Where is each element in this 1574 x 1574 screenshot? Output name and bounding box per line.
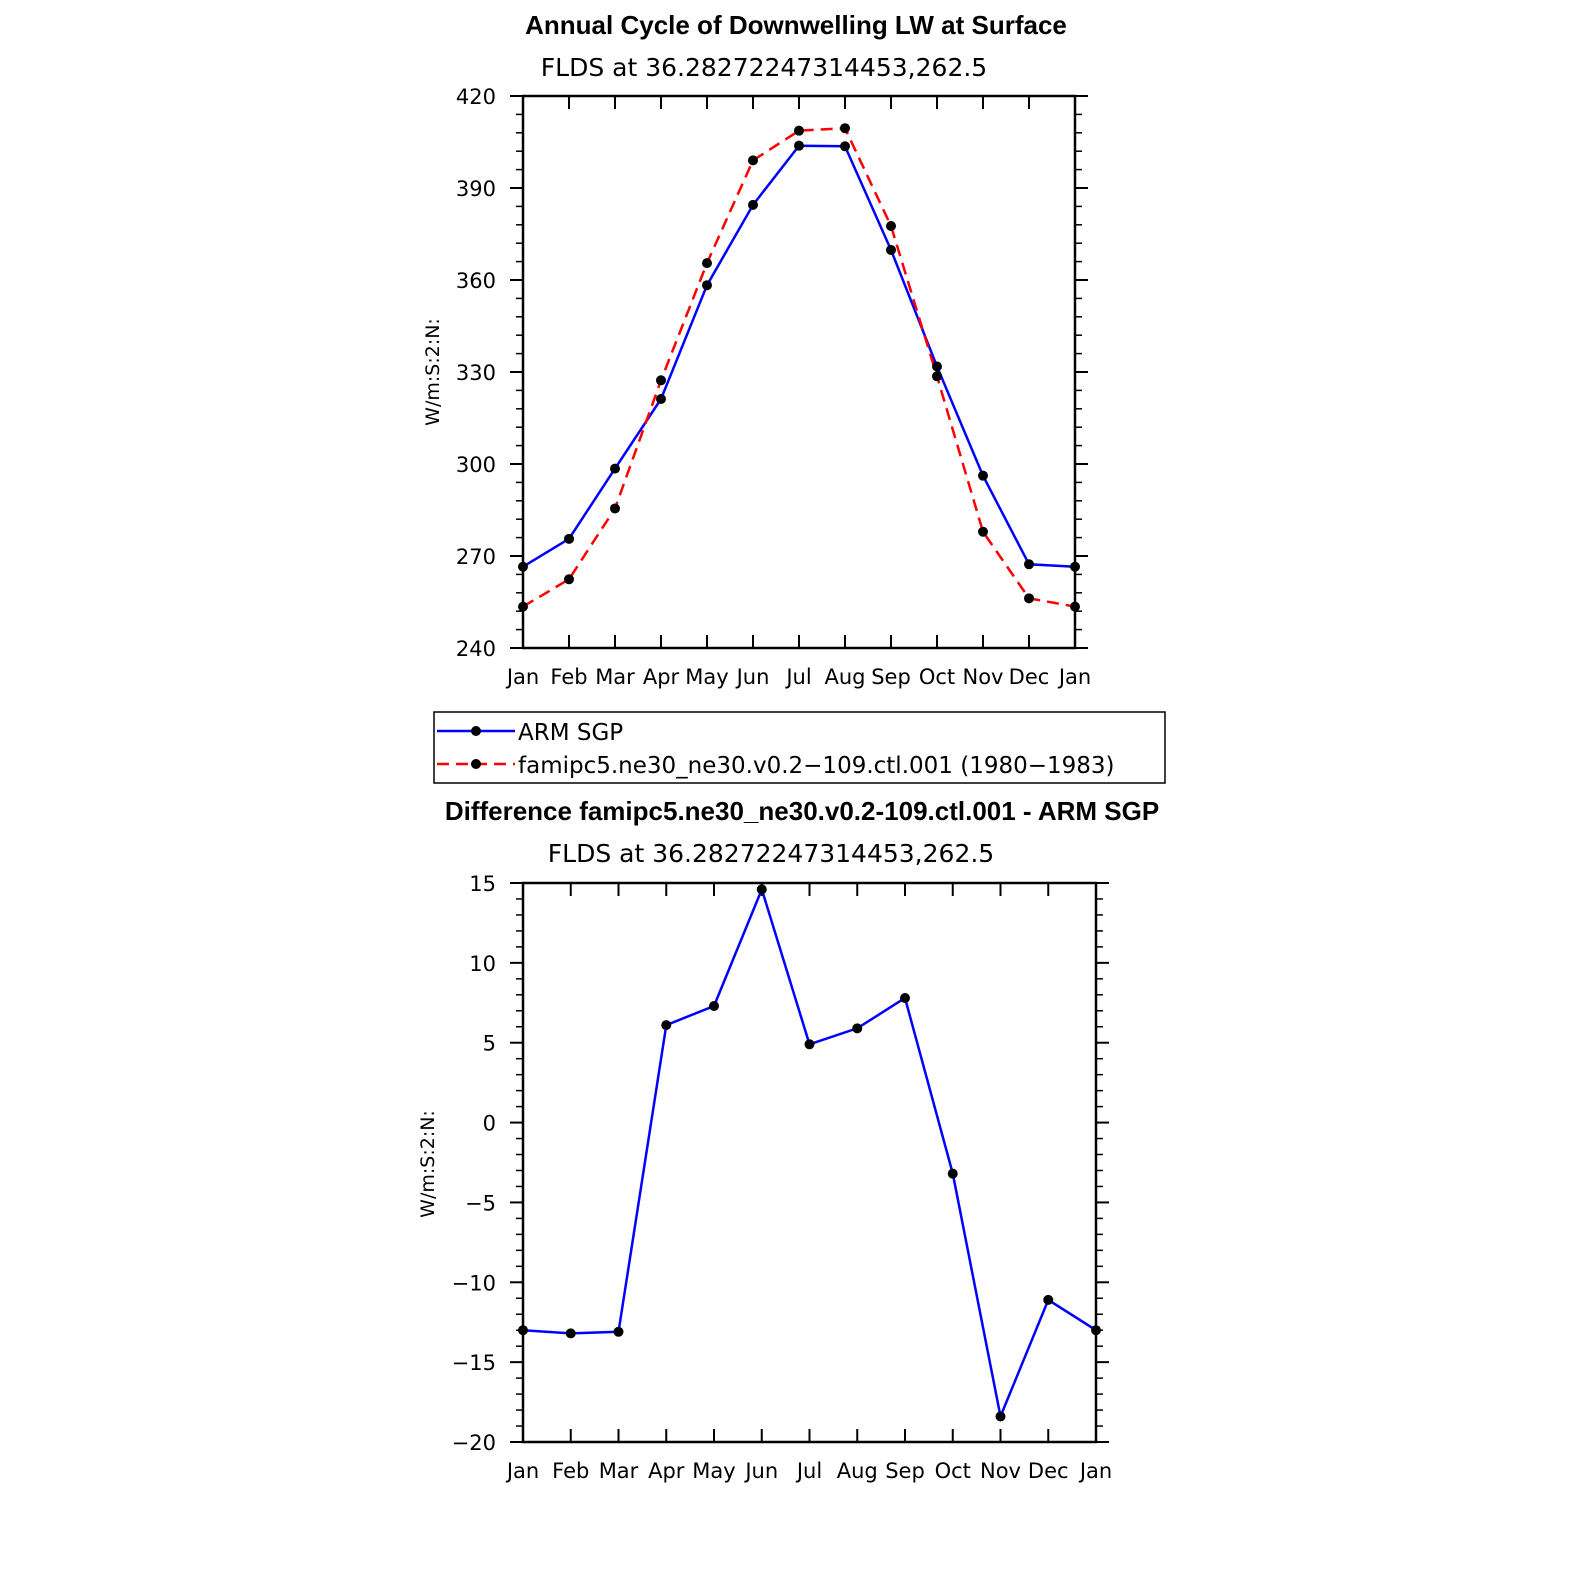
chart2-plot-frame (521, 881, 1098, 1444)
chart1-y-tick-label: 420 (456, 85, 496, 109)
legend-model-label: famipc5.ne30_ne30.v0.2−109.ctl.001 (1980… (518, 753, 1115, 779)
chart1-series-1-line (522, 126, 1076, 608)
chart2-series-0-line (522, 885, 1097, 1421)
difference-chart: Difference famipc5.ne30_ne30.v0.2-109.ct… (417, 796, 1159, 1483)
chart2-series-0-point (565, 1328, 576, 1339)
chart1-x-tick-label: Jan (505, 665, 539, 689)
chart1-series-1-point (932, 371, 942, 382)
chart2-series-0-point (756, 884, 767, 895)
chart1-axes: Jan Feb Mar Apr May Jun Jul Aug Sep Oct Nov Dec Jan 2… (456, 85, 1091, 689)
chart1-series-1-point (840, 123, 850, 134)
chart1-series-1-point (1024, 593, 1034, 604)
chart2-subtitle: FLDS at 36.28272247314453,262.5 (548, 839, 994, 868)
legend-arm-sgp-marker (471, 726, 481, 736)
chart2-y-tick-label: 5 (483, 1032, 496, 1056)
chart1-y-tick-label: 390 (456, 177, 496, 201)
legend: ARM SGP famipc5.ne30_ne30.v0.2−109.ctl.0… (433, 711, 1166, 784)
chart1-x-tick-label: May (685, 665, 728, 689)
chart1-x-tick-label: Jan (1057, 665, 1091, 689)
chart2-x-tick-label: Jan (505, 1459, 539, 1483)
chart2-y-tick-label: −15 (452, 1351, 496, 1375)
chart2-y-tick-label: −20 (452, 1431, 496, 1455)
chart2-x-tick-label: Jan (1078, 1459, 1112, 1483)
chart2-x-tick-label: Nov (980, 1459, 1021, 1483)
chart2-x-tick-label: Apr (648, 1459, 685, 1483)
chart1-series-0-point (610, 463, 620, 474)
chart1-series-1-point (748, 155, 758, 166)
chart2-y-tick-label: 15 (469, 872, 496, 896)
chart2-y-tick-label: −10 (452, 1271, 496, 1295)
chart2-y-tick-label: 0 (483, 1112, 496, 1136)
chart2-title: Difference famipc5.ne30_ne30.v0.2-109.ct… (445, 796, 1159, 826)
chart1-series-1-point (610, 503, 620, 514)
legend-box (433, 711, 1166, 784)
chart1-x-tick-label: Sep (871, 665, 911, 689)
annual-cycle-chart: Annual Cycle of Downwelling LW at Surfac… (422, 10, 1091, 689)
chart1-y-tick-label: 300 (456, 453, 496, 477)
chart1-series-0-point (1024, 559, 1034, 570)
chart1-series-0-point (840, 141, 850, 152)
chart2-series-0-point (900, 992, 910, 1003)
chart1-title: Annual Cycle of Downwelling LW at Surfac… (525, 10, 1067, 40)
chart1-y-tick-label: 240 (456, 637, 496, 661)
chart1-series-0-point (932, 361, 942, 372)
chart2-x-tick-label: Aug (837, 1459, 878, 1483)
chart1-series-0-point (794, 140, 804, 151)
chart2-axes: Jan Feb Mar Apr May Jun Jul Aug Sep Oct Nov Dec Jan−… (452, 872, 1113, 1483)
legend-model-marker (471, 759, 481, 769)
chart1-series-0-point (656, 393, 666, 404)
chart1-x-tick-label: Dec (1009, 665, 1050, 689)
chart2-series-0-point (709, 1000, 719, 1011)
chart1-series-0-point (748, 199, 758, 210)
chart2-series-0-point (947, 1168, 958, 1179)
chart1-y-tick-label: 330 (456, 361, 496, 385)
chart1-series-1-point (564, 574, 574, 585)
chart2-x-tick-label: Jun (743, 1459, 778, 1483)
chart2-series-0-point (613, 1326, 624, 1337)
chart1-x-tick-label: Feb (550, 665, 587, 689)
legend-arm-sgp-label: ARM SGP (518, 720, 623, 746)
chart1-series-0-point (978, 470, 988, 481)
chart1-x-tick-label: Jul (784, 665, 811, 689)
chart2-series-0-point (852, 1023, 863, 1034)
chart1-y-axis-label: W/m:S:2:N: (422, 318, 444, 426)
chart1-series-1-point (978, 526, 988, 537)
chart2-series-0-point (1043, 1294, 1054, 1305)
chart1-y-tick-label: 360 (456, 269, 496, 293)
chart2-x-tick-label: Feb (552, 1459, 589, 1483)
chart1-x-tick-label: Aug (824, 665, 865, 689)
chart1-series-0-point (702, 280, 712, 291)
chart2-series-0-point (661, 1020, 672, 1031)
chart1-x-tick-label: Mar (595, 665, 635, 689)
chart1-series-1-point (886, 221, 896, 232)
chart1-series-1-point (656, 375, 666, 386)
chart1-series-0-line (522, 144, 1076, 568)
chart1-y-tick-label: 270 (456, 545, 496, 569)
chart2-x-tick-label: Oct (935, 1459, 971, 1483)
chart1-series-1-point (702, 258, 712, 269)
chart2-y-tick-label: 10 (469, 952, 496, 976)
chart2-x-tick-label: Dec (1028, 1459, 1069, 1483)
chart2-x-tick-label: Jul (795, 1459, 822, 1483)
chart2-y-axis-label: W/m:S:2:N: (417, 1110, 439, 1218)
chart2-series-0-point (804, 1039, 815, 1050)
chart2-series-0-point (995, 1411, 1006, 1422)
chart1-x-tick-label: Nov (963, 665, 1004, 689)
chart1-x-tick-label: Apr (643, 665, 680, 689)
chart1-series-1-point (794, 125, 804, 136)
chart2-series (518, 884, 1101, 1422)
chart2-x-tick-label: Mar (599, 1459, 639, 1483)
chart1-series-0-point (564, 533, 574, 544)
chart1-plot-frame (521, 94, 1077, 650)
chart1-x-tick-label: Jun (735, 665, 770, 689)
chart2-x-tick-label: May (692, 1459, 735, 1483)
chart1-series (518, 123, 1080, 612)
chart1-subtitle: FLDS at 36.28272247314453,262.5 (541, 53, 987, 82)
chart2-x-tick-label: Sep (885, 1459, 925, 1483)
chart1-series-0-point (886, 244, 896, 255)
chart2-y-tick-label: −5 (465, 1191, 496, 1215)
chart1-x-tick-label: Oct (919, 665, 955, 689)
